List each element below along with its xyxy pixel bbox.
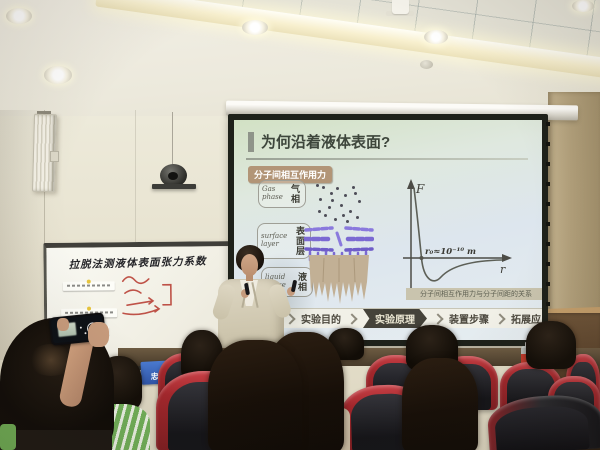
gas-phase-en: Gas phase [262, 185, 283, 201]
gas-phase-label: Gas phase 气相 [258, 180, 306, 208]
wall-outlet [50, 151, 59, 162]
audience-woman-hair [402, 358, 478, 450]
audience-woman-hair [208, 340, 302, 450]
title-accent-bar [248, 131, 254, 152]
graph-x-label: r [500, 263, 506, 276]
camera-ui-dot [79, 326, 82, 329]
audience-head [526, 321, 576, 369]
camera-cable [172, 112, 173, 168]
camera-shelf [152, 184, 196, 189]
graph-annotation: r₀≈10⁻¹⁰ m [425, 247, 476, 257]
camera-ui-dot [84, 332, 87, 335]
camera-lens-icon [168, 172, 178, 180]
tab-extended-applications: 拓展应用 [511, 315, 542, 326]
section-badge: 分子间相互作用力 [248, 166, 333, 183]
force-distance-graph: F r r₀≈10⁻¹⁰ m [403, 179, 512, 294]
chevron-separator-icon [346, 312, 358, 325]
hand-gripping-phone [88, 322, 109, 347]
downlight [572, 0, 594, 12]
card-text-scribble [66, 284, 111, 287]
projector-mount [392, 0, 409, 14]
force-curve [413, 187, 503, 282]
hand-fingers [57, 318, 69, 331]
downlight [424, 30, 448, 44]
magnet-dot-icon [87, 306, 92, 311]
liquid-phase-mass [309, 255, 369, 304]
downlight [242, 20, 268, 35]
gas-phase-zh: 气相 [290, 184, 300, 204]
slide-title: 为何沿着液体表面? [261, 134, 391, 151]
magnet-dot-icon [86, 279, 91, 284]
smoke-detector [420, 60, 433, 69]
speaker-bracket [37, 111, 51, 114]
whiteboard: 拉脱法测液体表面张力系数 [43, 240, 245, 371]
surface-layer-zh: 表面层 [295, 226, 305, 256]
chevron-separator-icon [494, 312, 506, 325]
graph-caption: 分子间相互作用力与分子间距的关系 [406, 288, 542, 300]
whiteboard-handwriting: 拉脱法测液体表面张力系数 [68, 255, 207, 272]
downlight [6, 8, 32, 24]
liquid-phase-zh: 液相 [296, 272, 309, 292]
tab-experiment-principle: 实验原理 [363, 309, 427, 328]
whiteboard-red-sketch [121, 276, 172, 316]
whiteboard-note-card [62, 279, 115, 291]
gas-molecule-dots [316, 184, 319, 187]
tab-experiment-purpose: 实验目的 [301, 315, 341, 326]
presenter-neck [246, 274, 253, 281]
wall-seam-line [135, 110, 136, 242]
slide-title-block: 为何沿着液体表面? [248, 131, 390, 152]
chevron-separator-icon [432, 312, 444, 325]
presenter-face [241, 254, 258, 276]
corner-shoulder [0, 424, 16, 450]
slide-nav-tabbar: 实验目的 实验原理 装置步骤 拓展应用 [234, 308, 542, 328]
surface-layer-label: surface layer 表面层 [257, 223, 311, 259]
downlight [44, 66, 72, 84]
audience-man-shoulder [0, 430, 112, 450]
title-underline [246, 158, 528, 160]
graph-y-label: F [415, 182, 425, 196]
screen-frame-snaps [546, 122, 550, 338]
tab-apparatus-steps: 装置步骤 [449, 315, 489, 326]
surface-layer-en: surface layer [261, 232, 288, 248]
